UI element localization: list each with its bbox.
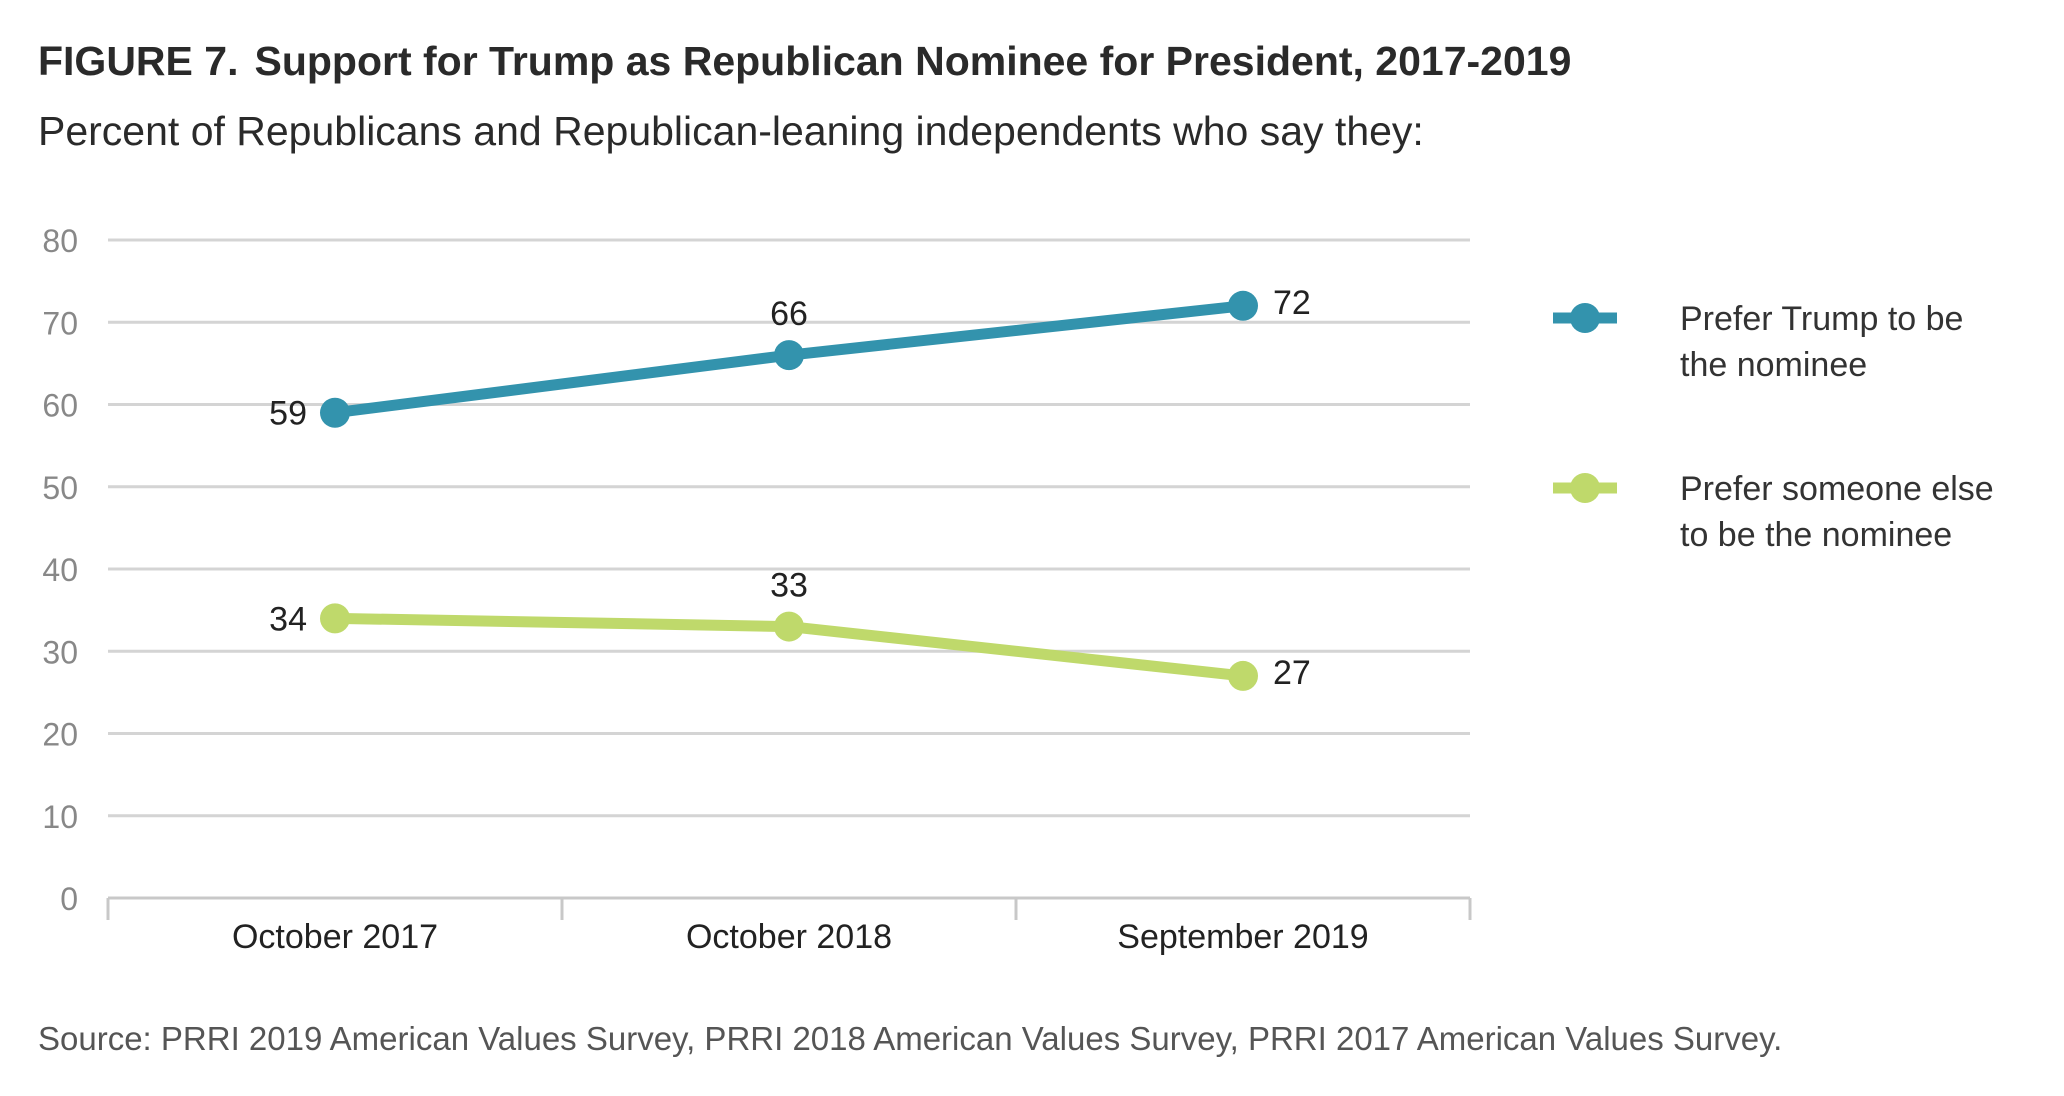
source-note: Source: PRRI 2019 American Values Survey…	[38, 1020, 1783, 1057]
series-lines	[320, 290, 1258, 691]
data-label-1-0: 34	[269, 600, 307, 638]
y-axis-tick-labels: 0 10 20 30 40 50 60 70 80	[42, 223, 78, 917]
legend-label-0-0: Prefer Trump to be	[1680, 300, 1963, 338]
figure-label: FIGURE 7.	[38, 38, 239, 84]
y-tick-label-10: 10	[42, 799, 78, 835]
y-tick-label-70: 70	[42, 305, 78, 341]
y-tick-label-80: 80	[42, 223, 78, 259]
data-point-1-2	[1228, 660, 1258, 691]
data-point-1-1	[774, 611, 804, 642]
gridlines	[108, 238, 1470, 818]
data-point-1-0	[320, 603, 350, 634]
data-point-0-2	[1228, 290, 1258, 321]
y-tick-label-40: 40	[42, 552, 78, 588]
data-labels: 59 66 72 34 33 27	[269, 284, 1311, 692]
y-tick-label-60: 60	[42, 388, 78, 424]
legend-label-1-0: Prefer someone else	[1680, 470, 1994, 508]
x-tick-label-1: October 2018	[686, 918, 892, 956]
figure-title: Support for Trump as Republican Nominee …	[254, 38, 1572, 84]
x-tick-label-0: October 2017	[232, 918, 438, 956]
y-tick-label-30: 30	[42, 634, 78, 670]
chart-title: FIGURE 7. Support for Trump as Republican…	[38, 38, 1571, 85]
data-label-0-1: 66	[770, 295, 808, 333]
y-tick-label-0: 0	[60, 881, 78, 917]
x-axis: October 2017 October 2018 September 2019	[106, 896, 1472, 956]
legend-marker-0	[1570, 303, 1600, 333]
y-tick-label-50: 50	[42, 470, 78, 506]
chart-subtitle: Percent of Republicans and Republican-le…	[38, 108, 1424, 154]
data-label-0-0: 59	[269, 395, 307, 433]
data-point-0-0	[320, 397, 350, 428]
x-tick-label-2: September 2019	[1117, 918, 1368, 956]
data-label-0-2: 72	[1273, 284, 1311, 322]
legend-label-0-1: the nominee	[1680, 346, 1867, 384]
data-label-1-1: 33	[770, 567, 808, 605]
data-label-1-2: 27	[1273, 654, 1311, 692]
legend-label-1-1: to be the nominee	[1680, 516, 1952, 554]
legend-marker-1	[1570, 473, 1600, 503]
y-tick-label-20: 20	[42, 717, 78, 753]
legend: Prefer Trump to be the nominee Prefer some…	[1553, 300, 1994, 554]
data-point-0-1	[774, 340, 804, 371]
